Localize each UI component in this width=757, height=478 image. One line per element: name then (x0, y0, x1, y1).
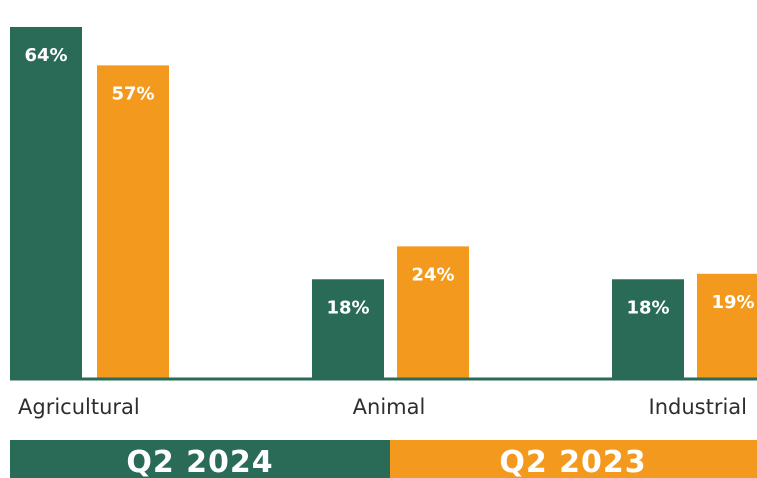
bar-value-label-animal-q2-2024: 18% (326, 297, 369, 318)
bar-value-label-industrial-q2-2023: 19% (711, 292, 754, 313)
bar-animal-q2-2024 (312, 279, 384, 378)
bar-industrial-q2-2024 (612, 279, 684, 378)
bar-industrial-q2-2023 (697, 273, 757, 378)
legend-label-q2-2024: Q2 2024 (126, 445, 273, 478)
bar-value-label-industrial-q2-2024: 18% (626, 297, 669, 318)
bars-group: 64% 57% 18% 24% 18% 19% (10, 26, 757, 378)
bar-animal-q2-2023 (397, 246, 469, 378)
legend: Q2 2024 Q2 2023 (10, 440, 757, 478)
bar-agricultural-q2-2023 (97, 65, 169, 378)
category-labels: Agricultural Animal Industrial (18, 395, 747, 419)
category-label-animal: Animal (353, 395, 426, 419)
legend-label-q2-2023: Q2 2023 (499, 445, 646, 478)
category-label-industrial: Industrial (649, 395, 748, 419)
legend-swatch-q2-2023 (390, 440, 757, 478)
bar-value-label-animal-q2-2023: 24% (411, 264, 454, 285)
bar-agricultural-q2-2024 (10, 26, 82, 378)
category-label-agricultural: Agricultural (18, 395, 140, 419)
bar-value-label-agricultural-q2-2024: 64% (24, 45, 67, 66)
legend-swatch-q2-2024 (10, 440, 390, 478)
bar-value-label-agricultural-q2-2023: 57% (111, 83, 154, 104)
